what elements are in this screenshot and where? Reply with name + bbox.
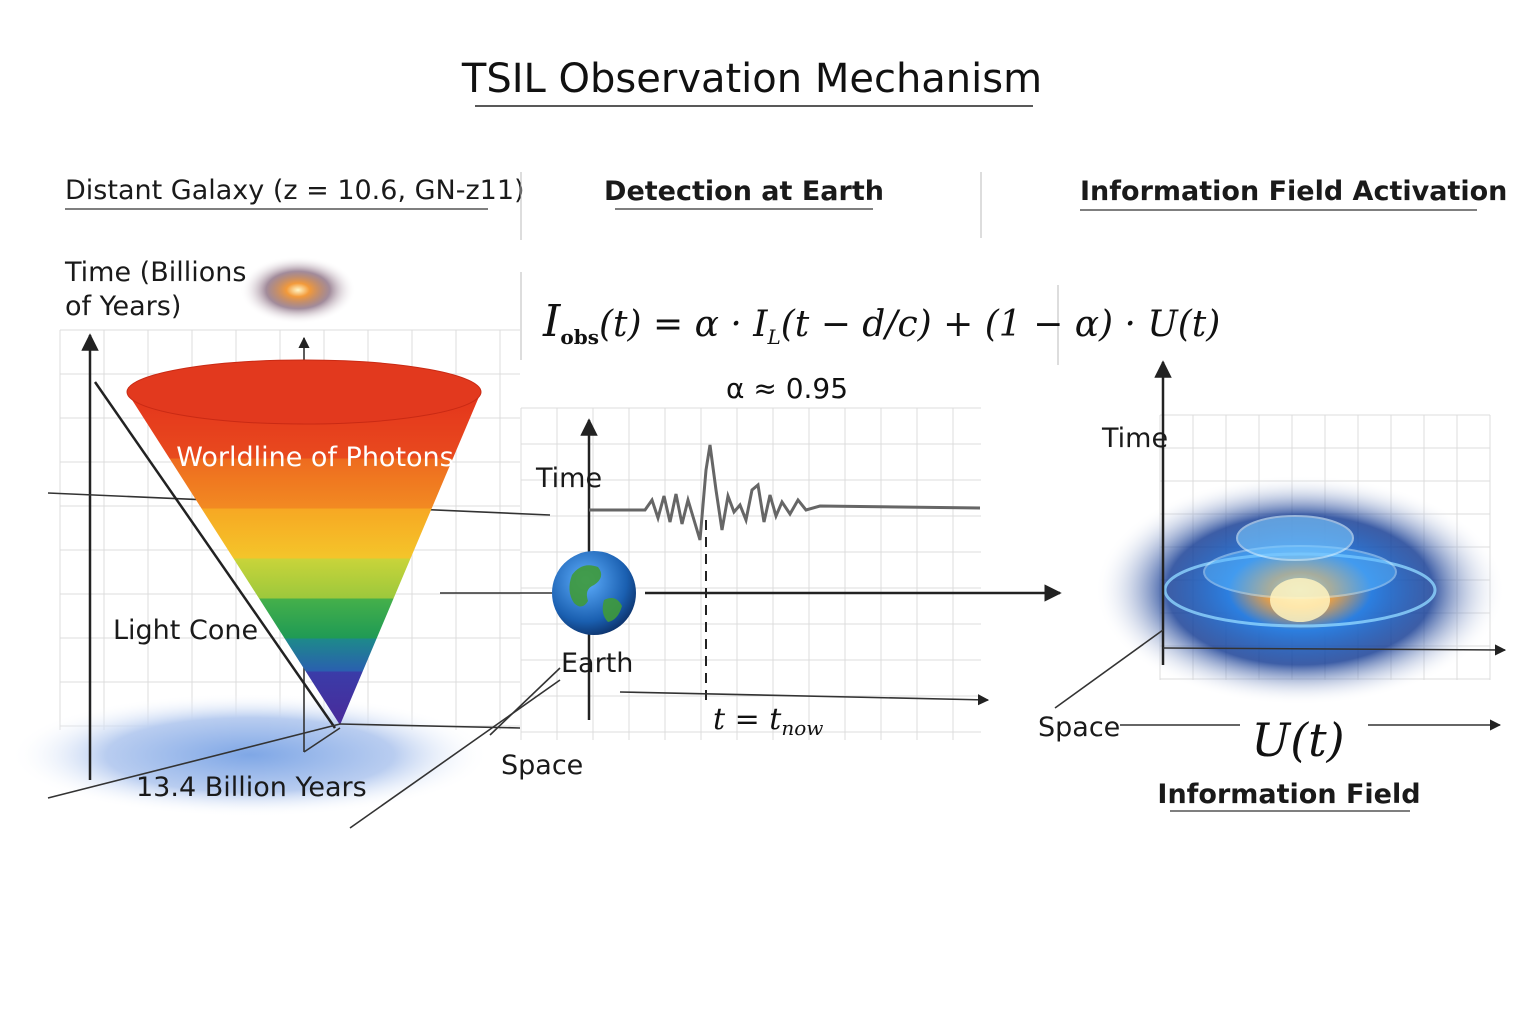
equation-part: (t − d/c) + (1 − α) · U(t) — [781, 304, 1221, 345]
alpha: α ≈ 0.95 — [726, 372, 848, 405]
now-part: t = t — [713, 702, 782, 737]
left-panel: Time (Billions of Years) Worldline of Ph… — [10, 256, 583, 829]
axis-label: Time (Billions — [64, 257, 246, 288]
space-axis — [1162, 644, 1507, 656]
now-label: t = tnow — [713, 702, 823, 740]
middle-panel: Iobs(t) = α · IL(t − d/c) + (1 − α) · U(… — [440, 272, 1220, 740]
cone-top — [126, 359, 482, 425]
equation-part: (t) = α · I — [599, 304, 768, 345]
equation-sub: obs — [560, 325, 599, 349]
earth-label: Earth — [561, 648, 633, 679]
signal-waveform — [589, 444, 981, 541]
space-axis — [47, 723, 341, 799]
now-sub: now — [781, 716, 823, 740]
axis-label: of Years) — [65, 291, 181, 322]
earth — [552, 551, 636, 635]
galaxy — [240, 256, 356, 324]
axis-label: Space — [501, 750, 583, 781]
equation: Iobs(t) = α · IL(t − d/c) + (1 − α) · U(… — [542, 296, 1220, 349]
light-cone-line — [93, 381, 337, 729]
space-axis — [303, 727, 341, 753]
field-symbol: U(t) — [1251, 713, 1344, 767]
panel-title: Detection at Earth — [604, 176, 884, 207]
guide-line — [489, 667, 561, 736]
axis-label: Time — [535, 463, 602, 494]
title: TSIL Observation Mechanism — [461, 56, 1042, 102]
right-panel: Time Space U(t) Information Field — [1038, 360, 1507, 812]
panel-title: Information Field Activation — [1080, 176, 1507, 207]
equation-part: I — [542, 296, 562, 347]
field-dome — [1236, 515, 1354, 561]
light-cone-label: Light Cone — [113, 615, 258, 646]
field-core — [1270, 578, 1330, 622]
earth-land — [569, 565, 622, 622]
axis-label: Space — [1038, 712, 1120, 743]
space-axis — [339, 723, 521, 729]
panel-title: Distant Galaxy (z = 10.6, GN-z11) — [65, 175, 525, 206]
field-label: Information Field — [1157, 779, 1420, 810]
space-axis — [349, 679, 561, 829]
photon-cone — [127, 392, 481, 725]
distance-label: 13.4 Billion Years — [136, 772, 367, 803]
cone-label: Worldline of Photons — [176, 442, 454, 473]
space-axis — [1054, 629, 1164, 709]
equation-sub: L — [766, 325, 780, 349]
axis-label: Time — [1101, 423, 1168, 454]
time-line — [619, 691, 990, 706]
